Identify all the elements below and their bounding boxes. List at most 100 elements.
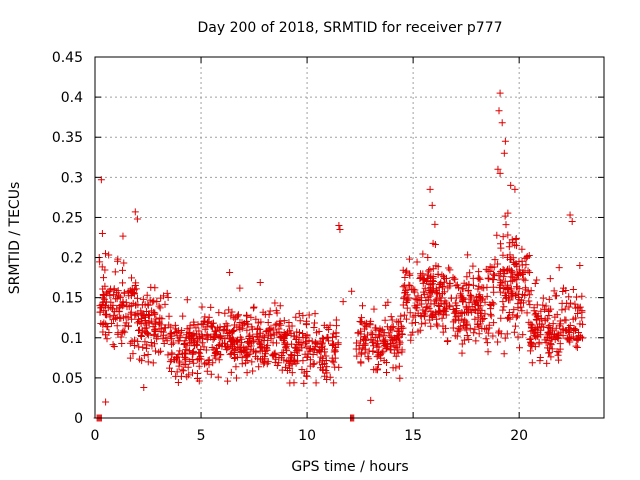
data-point	[202, 359, 210, 367]
data-point	[418, 320, 426, 328]
data-point	[515, 258, 523, 266]
data-point	[541, 315, 549, 323]
data-point	[553, 311, 561, 319]
data-point	[399, 283, 407, 291]
data-point	[537, 314, 545, 322]
data-point	[257, 318, 265, 326]
data-point	[466, 269, 474, 277]
data-point	[449, 318, 457, 326]
data-point	[151, 284, 159, 292]
data-point	[465, 299, 473, 307]
data-point	[506, 255, 514, 263]
data-point	[230, 354, 238, 362]
data-point	[189, 347, 197, 355]
data-point	[449, 274, 457, 282]
data-point	[571, 300, 579, 308]
data-point	[408, 285, 416, 293]
data-point	[118, 340, 126, 348]
data-point	[132, 279, 140, 287]
data-point	[502, 221, 510, 229]
data-point	[216, 333, 224, 341]
data-point	[466, 324, 474, 332]
data-point	[195, 327, 203, 335]
data-point	[145, 319, 153, 327]
data-point	[398, 348, 406, 356]
data-point	[405, 255, 413, 263]
data-point	[578, 292, 586, 300]
data-point	[293, 351, 301, 359]
data-point	[209, 359, 217, 367]
data-point	[212, 327, 220, 335]
data-point	[299, 330, 307, 338]
data-point	[270, 350, 278, 358]
data-point	[493, 231, 501, 239]
data-point	[511, 241, 519, 249]
data-point	[308, 337, 316, 345]
data-point	[518, 307, 526, 315]
data-point	[283, 367, 291, 375]
data-point	[292, 313, 300, 321]
y-tick-label: 0.15	[52, 291, 83, 307]
data-point	[483, 292, 491, 300]
data-point	[321, 345, 329, 353]
data-point	[264, 341, 272, 349]
data-point	[369, 330, 377, 338]
data-point	[128, 315, 136, 323]
data-point	[208, 343, 216, 351]
data-point	[521, 292, 529, 300]
data-point	[526, 347, 534, 355]
plot-frame	[94, 56, 605, 419]
data-point	[98, 229, 106, 237]
data-point	[140, 352, 148, 360]
data-point	[288, 352, 296, 360]
data-point	[383, 369, 391, 377]
data-point	[97, 320, 105, 328]
data-point	[183, 342, 191, 350]
data-point	[545, 307, 553, 315]
data-point	[144, 358, 152, 366]
data-point	[256, 329, 264, 337]
data-point	[389, 323, 397, 331]
data-point	[463, 304, 471, 312]
data-point	[229, 328, 237, 336]
data-point	[363, 331, 371, 339]
data-point	[396, 374, 404, 382]
data-point	[571, 326, 579, 334]
data-point	[243, 312, 251, 320]
data-point	[455, 316, 463, 324]
data-point	[246, 350, 254, 358]
data-point	[541, 305, 549, 313]
data-point	[162, 334, 170, 342]
data-point	[215, 356, 223, 364]
data-point	[535, 338, 543, 346]
data-point	[367, 329, 375, 337]
data-point	[168, 349, 176, 357]
data-point	[481, 310, 489, 318]
data-point	[149, 359, 157, 367]
data-point	[198, 339, 206, 347]
data-point	[230, 313, 238, 321]
data-point	[419, 250, 427, 258]
data-point	[186, 330, 194, 338]
data-point	[114, 257, 122, 265]
data-point	[442, 324, 450, 332]
x-axis-label: GPS time / hours	[291, 459, 408, 475]
data-point	[141, 338, 149, 346]
data-point	[173, 328, 181, 336]
data-point	[159, 335, 167, 343]
data-point	[283, 340, 291, 348]
data-point	[542, 302, 550, 310]
data-point	[511, 291, 519, 299]
data-point	[471, 315, 479, 323]
data-point	[458, 349, 466, 357]
data-point	[226, 350, 234, 358]
data-point	[510, 328, 518, 336]
data-point	[122, 319, 130, 327]
y-tick-label: 0.3	[61, 170, 83, 186]
data-point	[278, 352, 286, 360]
data-point	[136, 355, 144, 363]
data-point	[255, 363, 263, 371]
data-point	[173, 332, 181, 340]
data-point	[469, 262, 477, 270]
data-point	[233, 337, 241, 345]
